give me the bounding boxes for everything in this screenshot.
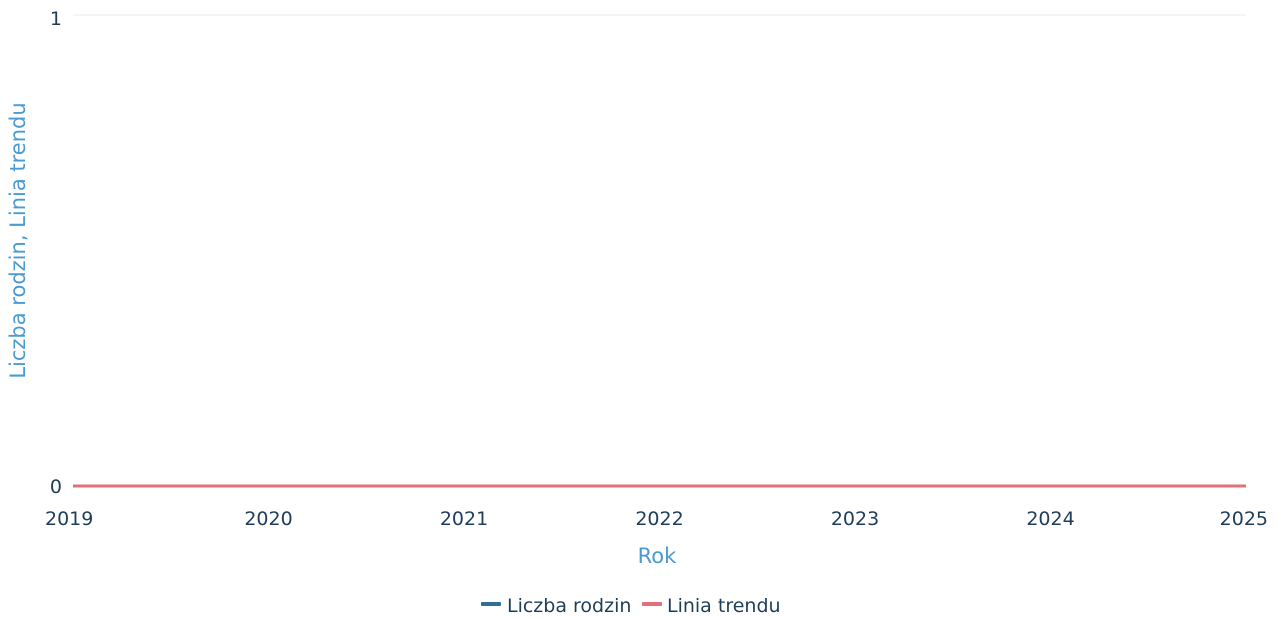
y-axis-title: Liczba rodzin, Linia trendu bbox=[6, 102, 30, 378]
x-tick-label-2020: 2020 bbox=[244, 508, 292, 530]
x-axis-title: Rok bbox=[638, 544, 677, 568]
legend-swatch-liczba-rodzin[interactable] bbox=[481, 602, 501, 606]
y-tick-label-0: 0 bbox=[50, 476, 62, 498]
legend-label-linia-trendu[interactable]: Linia trendu bbox=[667, 595, 781, 617]
x-tick-label-2023: 2023 bbox=[831, 508, 879, 530]
legend: Liczba rodzin Linia trendu bbox=[481, 595, 781, 617]
x-tick-label-2021: 2021 bbox=[440, 508, 488, 530]
x-tick-label-2019: 2019 bbox=[45, 508, 93, 530]
legend-swatch-linia-trendu[interactable] bbox=[642, 602, 662, 606]
x-tick-label-2022: 2022 bbox=[635, 508, 683, 530]
legend-label-liczba-rodzin[interactable]: Liczba rodzin bbox=[507, 595, 631, 617]
x-tick-label-2025: 2025 bbox=[1220, 508, 1268, 530]
y-tick-label-1: 1 bbox=[50, 8, 62, 30]
x-tick-label-2024: 2024 bbox=[1026, 508, 1074, 530]
x-tick-labels: 2019 2020 2021 2022 2023 2024 2025 bbox=[45, 508, 1268, 530]
